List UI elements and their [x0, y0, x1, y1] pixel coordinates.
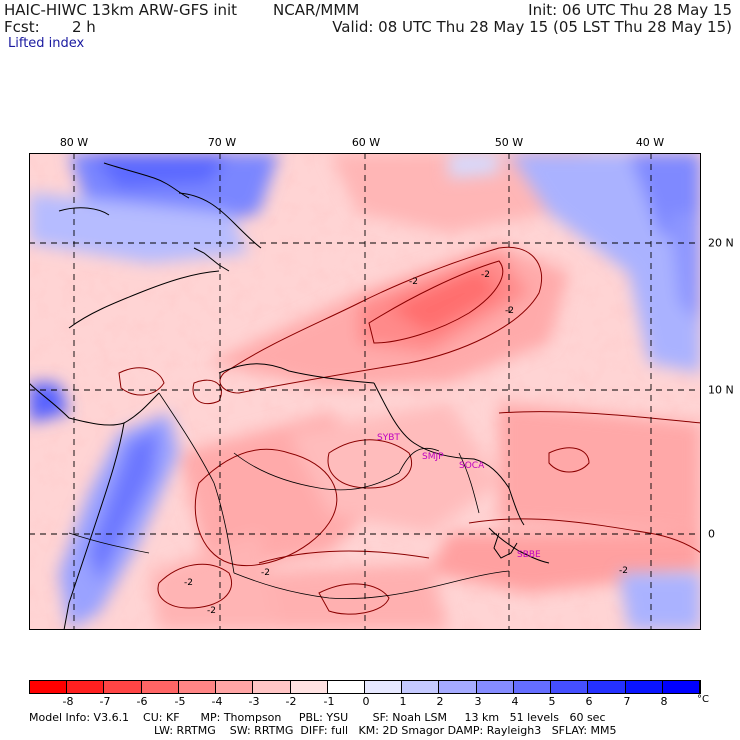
svg-text:SBBE: SBBE — [517, 550, 541, 560]
colorbar-tick: -6 — [136, 695, 148, 708]
colorbar-tick: 2 — [436, 695, 444, 708]
colorbar-segment — [216, 681, 254, 693]
header-init: Init: 06 UTC Thu 28 May 15 — [528, 1, 732, 19]
colorbar-segment — [551, 681, 589, 693]
lon-label: 70 W — [207, 136, 237, 149]
contour-lines — [118, 246, 701, 615]
colorbar-tick: -3 — [248, 695, 260, 708]
header-model: HAIC-HIWC 13km ARW-GFS init — [4, 1, 238, 19]
lat-label: 0 — [708, 527, 715, 541]
colorbar-segment — [513, 681, 552, 693]
colorbar-segment — [476, 681, 514, 693]
borders — [68, 392, 510, 600]
colorbar-tick: 5 — [548, 695, 556, 708]
svg-text:SYBT: SYBT — [377, 433, 400, 443]
footer-model-info: Model Info: V3.6.1 CU: KF MP: Thompson P… — [29, 711, 606, 724]
colorbar-segment — [625, 681, 663, 693]
colorbar-tick: -1 — [323, 695, 335, 708]
lon-label: 50 W — [494, 136, 524, 149]
colorbar — [29, 680, 701, 694]
svg-text:-2: -2 — [261, 568, 270, 578]
header-fcst-value: 2 h — [72, 18, 96, 36]
colorbar-tick: 0 — [362, 695, 370, 708]
colorbar-segment — [30, 681, 68, 693]
header-org: NCAR/MMM — [273, 1, 360, 19]
svg-text:-2: -2 — [409, 277, 418, 287]
colorbar-segment — [439, 681, 477, 693]
coastlines — [29, 162, 550, 630]
lon-label: 40 W — [635, 136, 665, 149]
colorbar-tick: -8 — [62, 695, 74, 708]
header-valid: Valid: 08 UTC Thu 28 May 15 (05 LST Thu … — [332, 18, 732, 36]
colorbar-segment — [104, 681, 142, 693]
map-frame — [29, 153, 701, 630]
colorbar-tick: -2 — [285, 695, 297, 708]
colorbar-segment — [662, 681, 700, 693]
footer-physics-info: LW: RRTMG SW: RRTMG DIFF: full KM: 2D Sm… — [154, 724, 617, 737]
colorbar-segment — [178, 681, 217, 693]
svg-text:-2: -2 — [207, 606, 216, 616]
colorbar-segment — [67, 681, 105, 693]
svg-text:-2: -2 — [184, 578, 193, 588]
lat-label: 20 N — [708, 236, 734, 250]
svg-text:-2: -2 — [481, 270, 490, 280]
svg-text:SOCA: SOCA — [459, 461, 485, 471]
colorbar-tick: 7 — [623, 695, 631, 708]
latlon-grid — [29, 153, 701, 630]
colorbar-tick: 4 — [511, 695, 519, 708]
colorbar-tick: -5 — [174, 695, 186, 708]
colorbar-segment — [141, 681, 179, 693]
svg-text:-2: -2 — [619, 566, 628, 576]
contour-labels: -2 -2 -2 -2 -2 -2 -2 — [184, 270, 628, 616]
lon-label: 60 W — [351, 136, 381, 149]
header-fcst-label: Fcst: — [4, 18, 40, 36]
colorbar-tick: 1 — [399, 695, 407, 708]
svg-text:-2: -2 — [505, 306, 514, 316]
lifted-index-map: -2 -2 -2 -2 -2 -2 -2 — [29, 153, 701, 630]
lat-label: 10 N — [708, 383, 734, 397]
stations: SYBT SMJP SOCA SBBE — [377, 433, 541, 560]
colorbar-segment — [253, 681, 291, 693]
colorbar-segment — [327, 681, 365, 693]
colorbar-segment — [402, 681, 440, 693]
colorbar-segment — [290, 681, 328, 693]
colorbar-unit: °C — [697, 694, 709, 705]
colorbar-tick: 8 — [660, 695, 668, 708]
colorbar-segment — [364, 681, 403, 693]
colorbar-segment — [588, 681, 626, 693]
colorbar-tick: 3 — [474, 695, 482, 708]
field-cool-patches — [29, 153, 701, 630]
svg-text:SMJP: SMJP — [422, 452, 444, 462]
colorbar-tick: 6 — [585, 695, 593, 708]
lon-label: 80 W — [59, 136, 89, 149]
colorbar-tick: -7 — [99, 695, 111, 708]
field-name: Lifted index — [8, 36, 85, 51]
colorbar-tick: -4 — [211, 695, 223, 708]
